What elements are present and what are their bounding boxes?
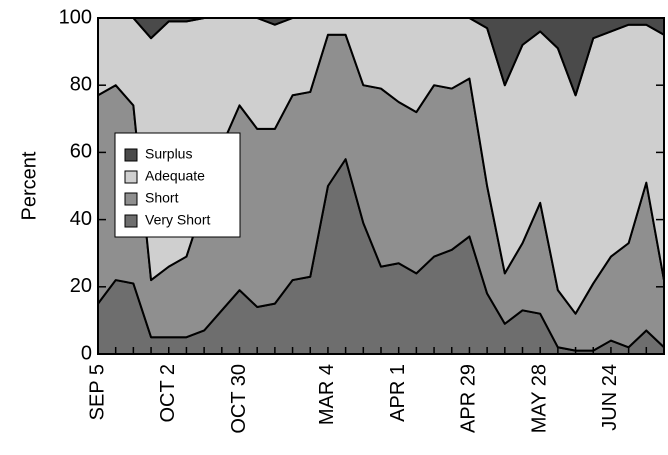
y-tick-label: 60: [70, 141, 92, 163]
y-axis-label: Percent: [18, 151, 40, 220]
y-tick-label: 80: [70, 73, 92, 95]
x-tick-label: JUN 24: [599, 364, 621, 431]
legend-swatch: [124, 170, 138, 184]
y-tick-label: 100: [59, 6, 92, 28]
x-tick-label: MAR 4: [316, 364, 338, 425]
x-tick-label: OCT 2: [157, 364, 179, 423]
x-tick-label: SEP 5: [86, 364, 108, 420]
legend-swatch: [124, 214, 138, 228]
x-tick-label: MAY 28: [528, 364, 550, 433]
y-tick-label: 20: [70, 275, 92, 297]
legend-label: Very Short: [145, 212, 210, 228]
x-tick-label: APR 29: [458, 364, 480, 433]
y-tick-label: 0: [81, 342, 92, 364]
legend: Surplus Adequate Short Very Short: [114, 132, 241, 238]
legend-label: Adequate: [145, 168, 205, 184]
legend-swatch: [124, 148, 138, 162]
x-tick-label: OCT 30: [228, 364, 250, 434]
legend-swatch: [124, 192, 138, 206]
legend-label: Short: [145, 190, 179, 206]
y-tick-label: 40: [70, 208, 92, 230]
legend-label: Surplus: [145, 146, 192, 162]
x-tick-label: APR 1: [387, 364, 409, 422]
